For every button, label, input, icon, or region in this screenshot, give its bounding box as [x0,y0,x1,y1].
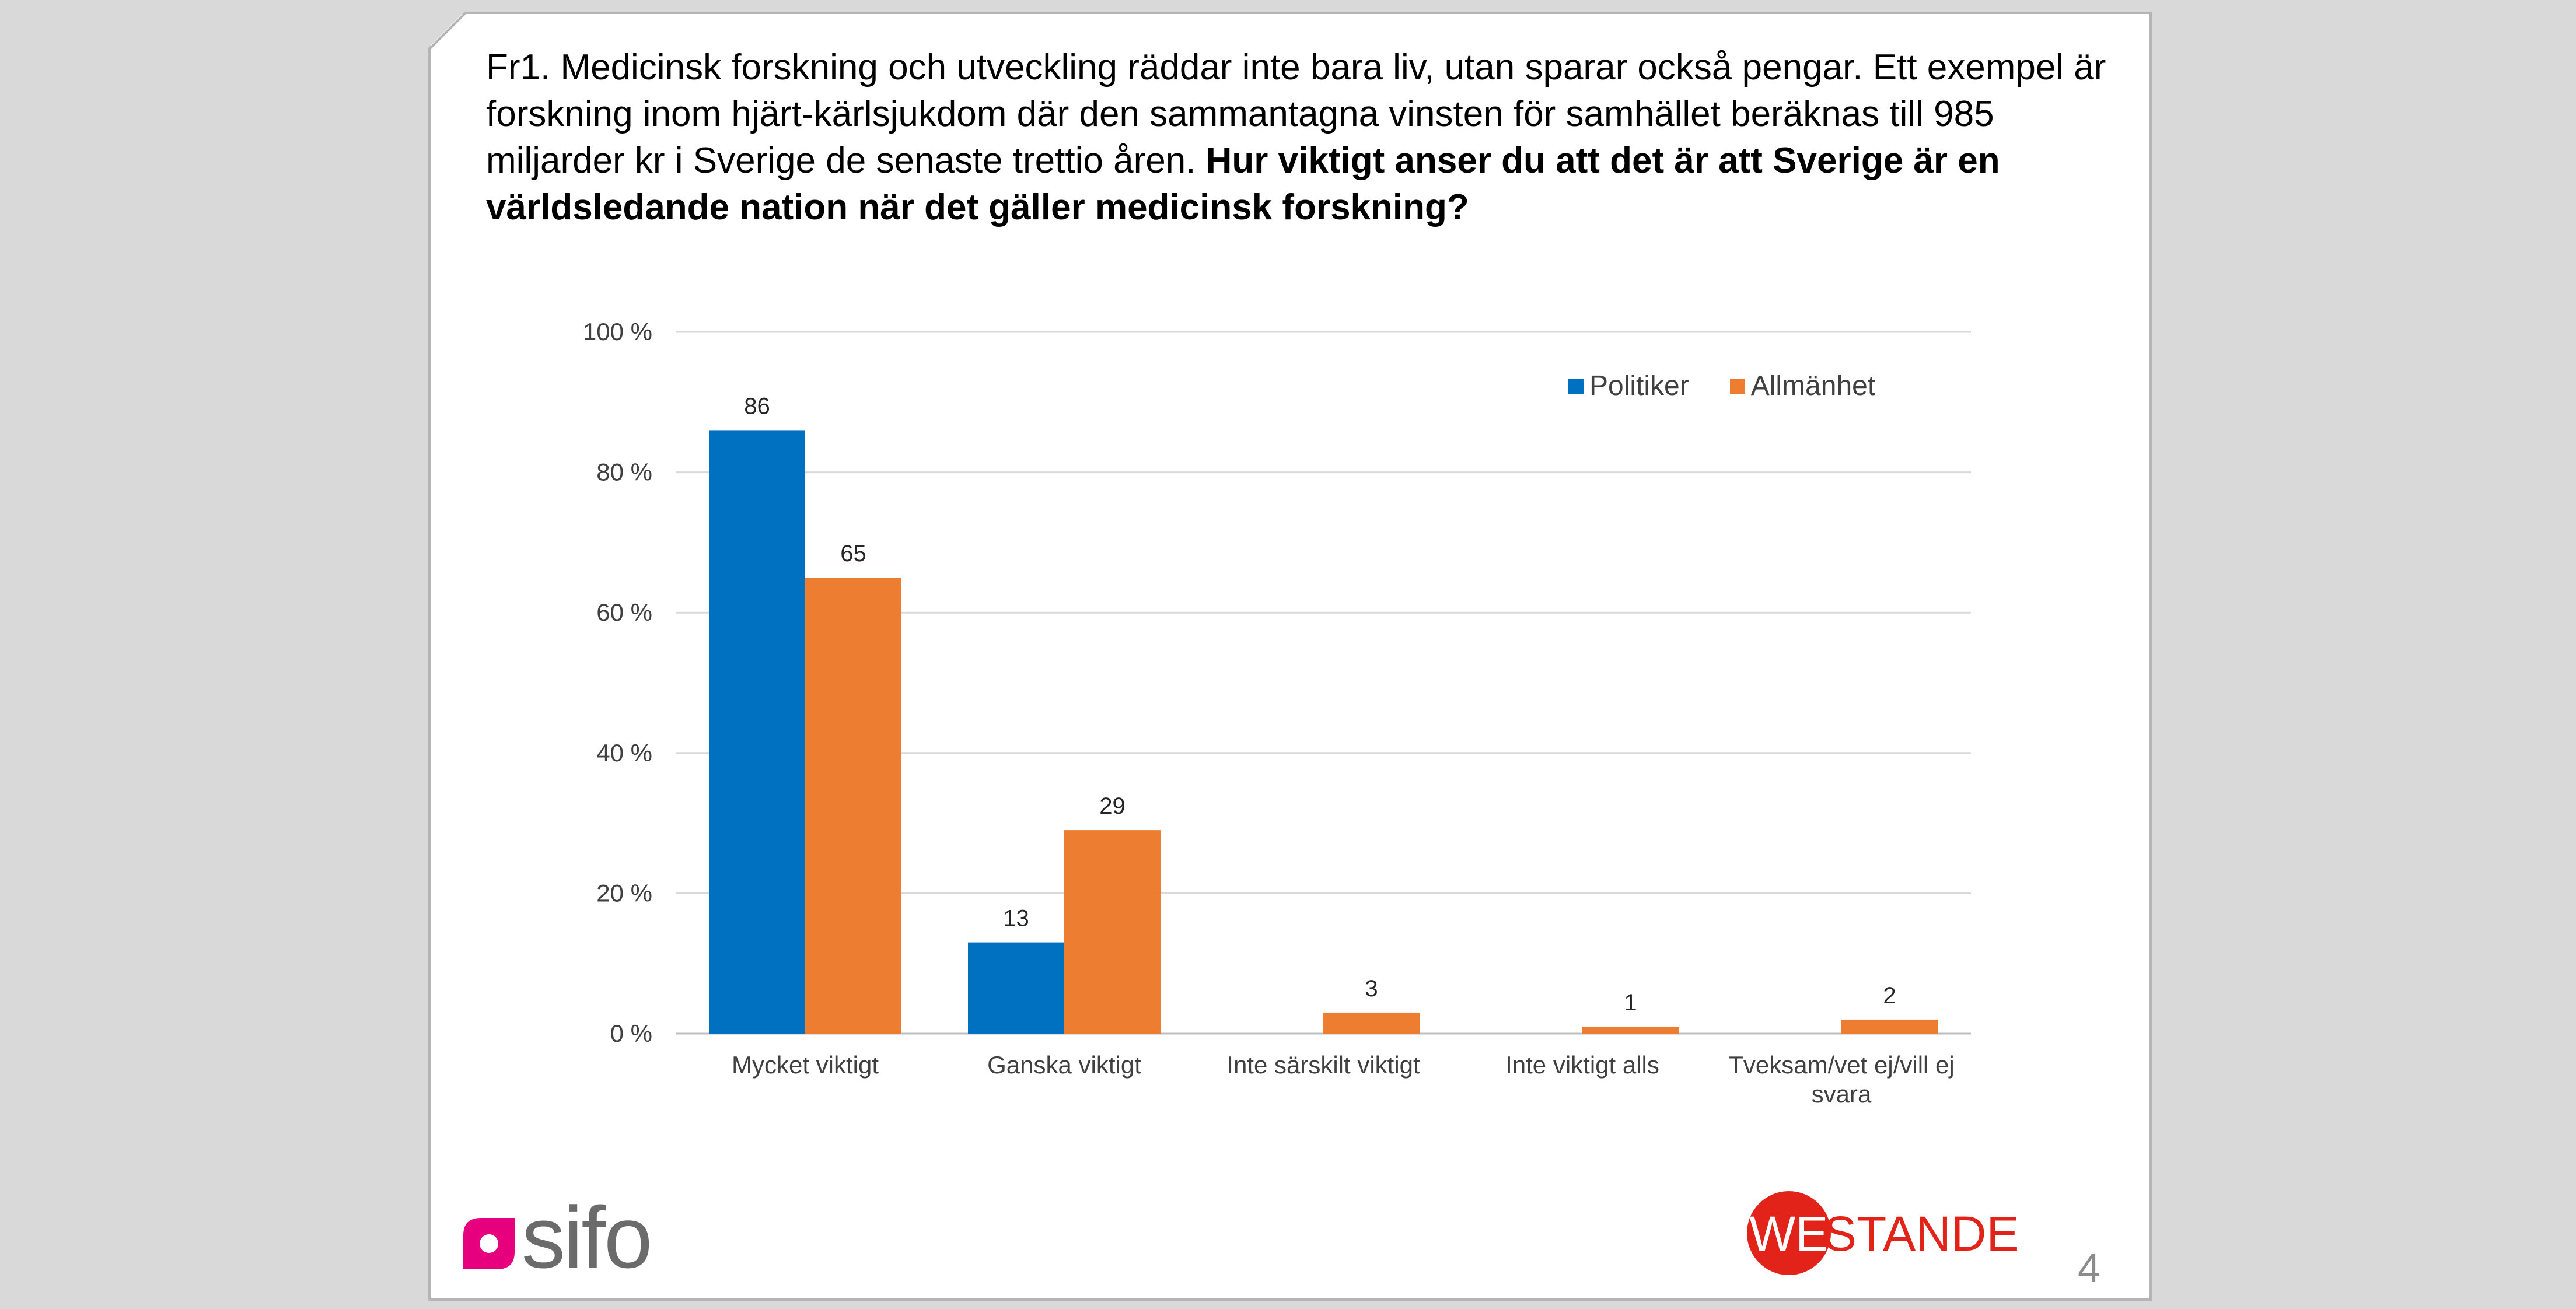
bar-allmanhet [1582,1026,1679,1034]
question-text: Fr1. Medicinsk forskning och utveckling … [486,44,2137,231]
slide: Fr1. Medicinsk forskning och utveckling … [428,12,2152,1301]
bar-politiker [709,430,805,1034]
question-bold: Hur viktigt anser du att det är att Sver… [486,141,2000,228]
sifo-leaf-icon [463,1218,515,1269]
y-tick-label: 0 % [610,1020,652,1047]
bar-politiker [968,942,1064,1034]
legend-item-politiker: Politiker [1568,370,1689,402]
data-label: 86 [744,393,770,419]
question-intro: Fr1. Medicinsk forskning och utveckling … [486,47,2106,181]
x-category-label: Mycket viktigt [732,1051,879,1079]
legend-label-allmanhet: Allmänhet [1750,370,1876,401]
data-label: 65 [840,541,866,566]
data-label: 29 [1099,793,1126,819]
bar-allmanhet [1841,1019,1938,1034]
westander-we-glyph: WE [1749,1206,1828,1261]
x-category-label: Tveksam/vet ej/vill ej svara [1728,1051,1954,1108]
y-tick-label: 40 % [596,739,652,766]
westander-logo: WE STANDER [1747,1191,2018,1275]
data-label: 13 [1003,906,1029,932]
y-tick-label: 60 % [596,598,652,626]
bar-allmanhet [805,578,901,1034]
sifo-wordmark: sifo [522,1188,652,1286]
x-category-label: Inte särskilt viktigt [1226,1051,1420,1079]
bar-chart: 0 % 20 % 40 % 60 % 80 % 100 % 86 65 Mycket vikti… [583,318,1971,1108]
legend-swatch-politiker [1568,378,1584,394]
data-label: 3 [1365,976,1378,1002]
westander-rest-glyph: STANDER [1824,1206,2018,1261]
slide-corner-fold [428,12,484,67]
westander-circle-icon [1747,1191,1831,1275]
bar-allmanhet [1323,1012,1420,1034]
chart-legend: Politiker Allmänhet [1568,370,1875,402]
sifo-logo: sifo [463,1188,652,1286]
x-category-label: Ganska viktigt [987,1051,1141,1079]
y-tick-label: 80 % [596,459,652,486]
legend-item-allmanhet: Allmänhet [1729,370,1876,402]
data-label: 2 [1883,983,1896,1009]
legend-label-politiker: Politiker [1589,370,1689,401]
legend-swatch-allmanhet [1729,378,1745,394]
data-label: 1 [1624,990,1637,1016]
page-number: 4 [2078,1245,2100,1291]
x-category-label: Inte viktigt alls [1505,1051,1659,1079]
bar-allmanhet [1064,830,1161,1034]
y-tick-label: 100 % [583,318,652,345]
y-tick-label: 20 % [596,879,652,907]
